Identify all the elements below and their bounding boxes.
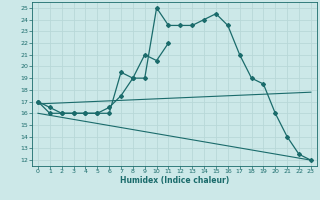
X-axis label: Humidex (Indice chaleur): Humidex (Indice chaleur)	[120, 176, 229, 185]
